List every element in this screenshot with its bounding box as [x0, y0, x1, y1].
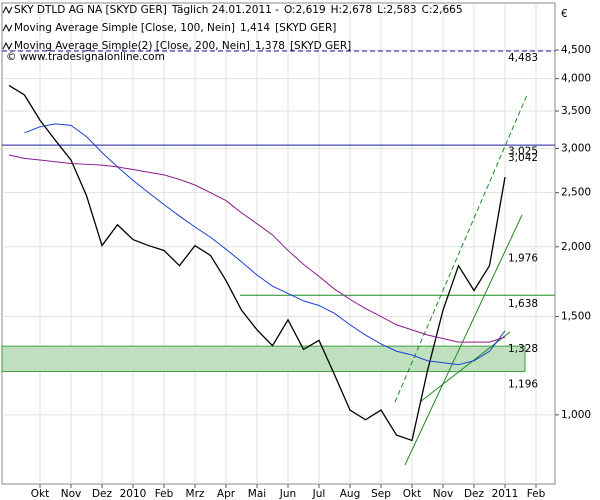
- support-band: [1, 345, 526, 372]
- ohlc-label: C:2,665: [422, 4, 463, 16]
- legend-icon: [2, 41, 13, 51]
- legend-icon: [2, 5, 13, 15]
- y-tick-label: 4,500: [561, 44, 591, 56]
- x-tick-label: Feb: [155, 488, 174, 500]
- x-tick-label: Mrz: [186, 488, 205, 500]
- x-tick-label: Jun: [279, 488, 296, 500]
- x-tick-label: Okt: [31, 488, 49, 500]
- ohlc-label: L:2,583: [377, 4, 416, 16]
- moving-average: [8, 154, 506, 343]
- level-label: 1,196: [508, 378, 538, 390]
- ohlc-label: H:2,678: [331, 4, 373, 16]
- x-tick-label: Sep: [371, 488, 391, 500]
- subtitle: Täglich 24.01.2011 -: [171, 4, 279, 16]
- plot-frame: [1, 2, 556, 485]
- x-tick-label: Jul: [312, 488, 326, 500]
- level-label: 4,483: [508, 52, 538, 64]
- x-tick-label: Apr: [217, 488, 236, 500]
- ohlc-label: O:2,619: [284, 4, 326, 16]
- y-tick-label: 3,000: [561, 142, 591, 154]
- trend-line: [404, 214, 523, 466]
- x-tick-label: Feb: [527, 488, 546, 500]
- legend-entry: Moving Average Simple [Close, 100, Nein]: [14, 22, 235, 34]
- y-tick-label: 1,500: [561, 311, 591, 323]
- legend-suffix: [SKYD GER]: [290, 40, 351, 52]
- x-tick-label: Nov: [433, 488, 454, 500]
- price-line: [8, 84, 506, 442]
- currency: €: [561, 8, 568, 20]
- y-tick-label: 2,500: [561, 187, 591, 199]
- x-tick-label: 2011: [492, 488, 519, 500]
- level-label: 3,025: [508, 145, 538, 157]
- x-tick-label: Nov: [61, 488, 82, 500]
- level-label: 1,638: [508, 298, 538, 310]
- legend-icon: [2, 23, 13, 33]
- legend-value: 1,378: [255, 40, 285, 52]
- level-label: 1,976: [508, 253, 538, 265]
- x-tick-label: Dez: [464, 488, 485, 500]
- x-tick-label: Okt: [403, 488, 421, 500]
- legend-value: 1,414: [240, 22, 270, 34]
- x-tick-label: 2010: [120, 488, 147, 500]
- legend-suffix: [SKYD GER]: [275, 22, 336, 34]
- level-label: 1,328: [508, 343, 538, 355]
- legend-entry: Moving Average Simple(2) [Close, 200, Ne…: [14, 40, 250, 52]
- y-tick-label: 2,000: [561, 241, 591, 253]
- level-label: 3,042: [508, 152, 538, 164]
- y-tick-label: 1,000: [561, 409, 591, 421]
- x-tick-label: Mai: [248, 488, 266, 500]
- watermark: © www.tradesignalonline.com: [6, 51, 165, 63]
- x-tick-label: Aug: [340, 488, 361, 500]
- title: SKY DTLD AG NA [SKYD GER]: [14, 4, 167, 16]
- y-tick-label: 3,500: [561, 105, 591, 117]
- x-tick-label: Dez: [92, 488, 113, 500]
- y-tick-label: 4,000: [561, 73, 591, 85]
- moving-average: [24, 123, 506, 366]
